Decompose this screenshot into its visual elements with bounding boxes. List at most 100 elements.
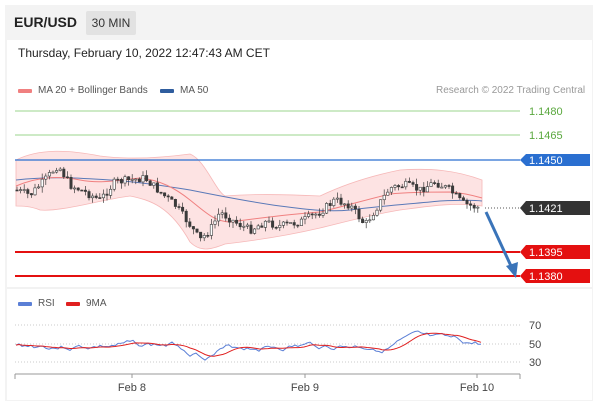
candle-body — [415, 184, 419, 191]
candle-body — [296, 224, 300, 227]
candle-body — [191, 226, 195, 230]
candle-body — [105, 193, 109, 196]
candle-body — [235, 219, 239, 224]
candle-body — [224, 212, 228, 219]
candle-body — [454, 192, 458, 195]
candle-body — [101, 193, 105, 199]
tag-1395: 1.1395 — [529, 247, 563, 259]
credit-text: Research © 2022 Trading Central — [436, 85, 586, 96]
candle-body — [62, 168, 66, 178]
candle-body — [22, 189, 26, 191]
rsi-label-30: 30 — [529, 357, 541, 369]
candle-body — [325, 203, 329, 214]
candle-body — [263, 220, 267, 228]
candle-body — [87, 191, 91, 199]
candle-body — [418, 186, 422, 191]
candle-body — [141, 175, 145, 183]
candle-body — [148, 180, 152, 186]
rsi-9ma-line — [15, 332, 482, 357]
candle-body — [332, 198, 336, 206]
candle-body — [371, 215, 375, 221]
candle-body — [436, 182, 440, 188]
candle-body — [271, 220, 275, 228]
candle-body — [299, 218, 303, 226]
candle-body — [443, 185, 447, 188]
candle-body — [242, 225, 246, 228]
candle-body — [458, 193, 462, 199]
candle-body — [137, 178, 141, 183]
x-label-feb8: Feb 8 — [118, 382, 146, 394]
tag-bg-1450 — [520, 154, 590, 166]
candle-body — [469, 203, 473, 206]
candle-body — [425, 186, 429, 193]
candle-body — [429, 182, 433, 187]
candle-body — [217, 213, 221, 222]
candle-body — [245, 224, 249, 227]
candle-body — [314, 213, 318, 216]
candle-body — [472, 205, 476, 209]
legend-rsi: RSI — [18, 298, 55, 309]
candle-body — [382, 194, 386, 201]
candle-body — [170, 196, 174, 200]
candle-body — [58, 168, 62, 171]
candle-body — [76, 187, 80, 191]
candle-body — [476, 206, 480, 209]
candle-body — [202, 235, 206, 239]
ma20-swatch — [18, 88, 32, 93]
candle-body — [335, 197, 339, 200]
candle-body — [440, 186, 444, 189]
bollinger-band — [15, 150, 483, 250]
candlesticks — [15, 166, 480, 242]
time-axis: Feb 8 Feb 9 Feb 10 — [14, 373, 521, 394]
candle-body — [47, 172, 51, 177]
candle-body — [357, 208, 361, 220]
price-tags: 1.1480 1.1465 1.1450 1.1421 1.1395 1.138… — [520, 106, 590, 283]
candle-body — [364, 220, 368, 223]
candle-body — [155, 182, 159, 193]
tag-1421: 1.1421 — [529, 203, 563, 215]
candle-body — [15, 189, 19, 192]
candle-body — [166, 195, 170, 198]
candle-body — [375, 209, 379, 216]
candle-body — [317, 213, 321, 216]
candle-body — [130, 179, 134, 181]
candle-body — [350, 205, 354, 209]
legend-ma50-label: MA 50 — [180, 85, 209, 96]
candle-body — [465, 200, 469, 205]
legend-9ma-label: 9MA — [86, 298, 107, 309]
candle-body — [397, 185, 401, 188]
candle-body — [220, 212, 224, 215]
rsi-pane: 70 50 30 — [15, 320, 541, 369]
candle-body — [145, 175, 149, 182]
candle-body — [422, 186, 426, 193]
candle-body — [307, 213, 311, 217]
candle-body — [19, 189, 23, 191]
candle-body — [127, 176, 131, 181]
candle-body — [393, 185, 397, 188]
candle-body — [181, 206, 185, 212]
tag-bg-1380 — [520, 269, 590, 283]
candle-body — [33, 187, 37, 196]
tag-1465: 1.1465 — [529, 130, 563, 142]
x-label-feb9: Feb 9 — [291, 382, 319, 394]
candle-body — [353, 205, 357, 210]
candle-body — [37, 186, 41, 189]
candle-body — [29, 193, 33, 196]
candle-body — [213, 220, 217, 225]
tag-1480: 1.1480 — [529, 106, 563, 118]
tag-1380: 1.1380 — [529, 271, 563, 283]
forecast-arrow — [484, 211, 518, 278]
rsi-label-50: 50 — [529, 339, 541, 351]
candle-body — [152, 182, 156, 186]
candle-body — [386, 191, 390, 196]
ma50-line — [15, 177, 483, 212]
candle-body — [346, 203, 350, 209]
candle-body — [256, 225, 260, 230]
candle-body — [109, 188, 113, 196]
candle-body — [433, 182, 437, 184]
tag-1450: 1.1450 — [529, 155, 563, 167]
timeframe-badge[interactable]: 30 MIN — [86, 11, 136, 35]
rsi-line — [15, 330, 482, 361]
candle-body — [404, 180, 408, 188]
